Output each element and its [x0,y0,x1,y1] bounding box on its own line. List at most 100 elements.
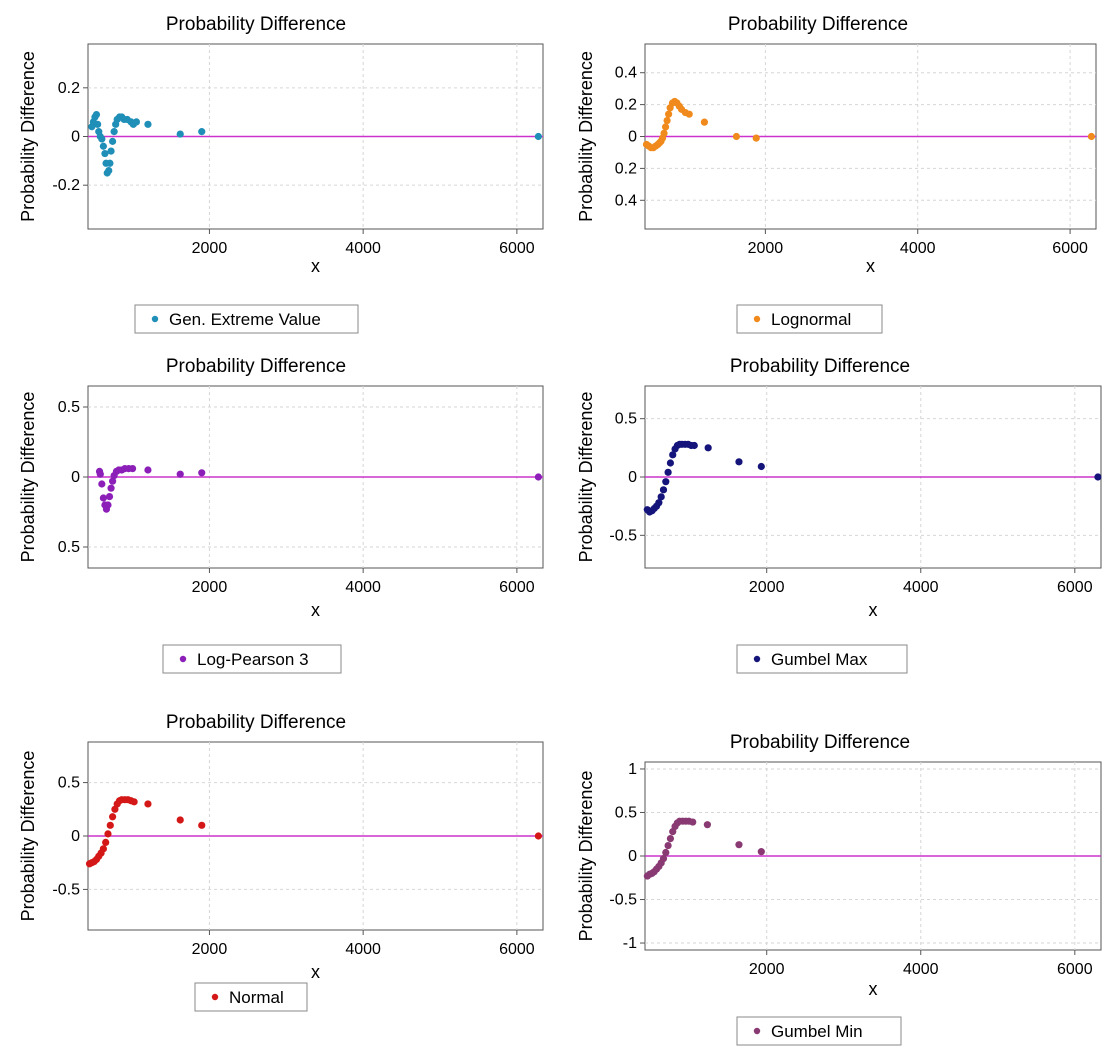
x-tick-label: 2000 [192,240,228,257]
legend-label: Gen. Extreme Value [169,310,321,329]
y-tick-label: 0.4 [615,192,637,209]
data-point [101,149,109,158]
x-tick-label: 6000 [499,579,535,596]
legend-label: Gumbel Min [771,1022,863,1041]
y-tick-label: 0 [71,828,80,845]
data-point [665,110,673,118]
data-point [659,486,668,494]
data-point [105,166,113,175]
chart-title: Probability Difference [730,356,910,377]
legend-marker [753,655,761,663]
legend-marker [179,655,187,663]
x-tick-label: 6000 [1052,240,1088,257]
data-point [662,848,670,857]
data-point [662,478,670,486]
y-tick-label: 0 [628,129,637,146]
y-tick-label: 0.2 [615,160,637,177]
data-point [666,834,675,843]
y-tick-label: -0.5 [52,881,80,898]
chart-panel-1: Probability Difference 0.2 0 -0.2 2000 4000 60… [18,14,544,334]
x-axis-label: x [866,256,875,276]
legend-label: Normal [229,988,284,1007]
data-point [657,493,665,501]
data-point [1087,132,1096,141]
data-point [663,116,671,125]
legend-box [736,1016,902,1046]
legend: Normal [194,982,308,1012]
data-point [752,134,760,142]
data-point [689,818,697,826]
legend-box [736,644,908,674]
legend-marker [753,315,761,323]
legend-label: Log-Pearson 3 [197,650,309,669]
y-axis-label: Probability Difference [18,392,38,563]
x-tick-label: 4000 [345,941,381,958]
y-tick-label: 0.2 [58,80,80,97]
data-point [659,855,668,863]
y-tick-label: -0.5 [609,527,637,544]
legend: Lognormal [736,304,883,334]
y-tick-label: -1 [623,935,637,952]
x-tick-label: 6000 [499,941,535,958]
data-point [105,493,114,501]
x-tick-label: 2000 [192,579,228,596]
x-tick-label: 2000 [748,240,784,257]
chart-title: Probability Difference [730,732,910,753]
legend-label: Lognormal [771,310,851,329]
data-point [106,821,114,829]
y-tick-label: 0 [71,469,80,486]
y-tick-label: 0 [628,469,637,486]
data-point [144,120,152,128]
data-point [104,830,112,838]
y-tick-label: 0.5 [58,539,80,556]
chart-title: Probability Difference [166,14,346,35]
legend: Gumbel Min [736,1016,902,1046]
data-point [110,128,118,136]
x-axis-label: x [311,256,320,276]
legend-box [162,644,342,674]
data-point [102,838,110,847]
data-point [107,484,115,492]
x-tick-label: 4000 [903,579,939,596]
y-tick-label: 0.2 [615,97,637,114]
data-point [130,798,138,806]
data-point [98,480,106,488]
data-point [108,477,117,485]
data-point [96,470,104,478]
chart-panel-2: Probability Difference 0.4 0.2 0 0.2 0.4 2000 4… [576,14,1097,334]
legend-box [736,304,883,334]
data-point [660,129,668,137]
legend-marker [753,1027,761,1035]
data-point [144,466,152,474]
legend: Gumbel Max [736,644,908,674]
x-tick-label: 4000 [903,961,939,978]
x-tick-label: 2000 [749,961,785,978]
data-point [704,444,712,452]
y-tick-label: -0.5 [609,892,637,909]
chart-panel-4: Probability Difference 0.5 0 -0.5 2000 4000 60… [576,356,1102,674]
y-axis-label: Probability Difference [576,51,596,222]
y-axis-label: Probability Difference [576,771,596,942]
chart-panel-5: Probability Difference 0.5 0 -0.5 2000 4000 60… [18,712,544,1012]
data-point [99,845,107,853]
chart-panel-6: Probability Difference 1 0.5 0 -0.5 -1 2000 400… [576,732,1102,1046]
data-point [176,816,184,824]
data-point [703,821,711,829]
data-point [732,132,741,141]
data-point [94,120,102,128]
data-point [655,499,663,507]
legend-box [134,304,359,334]
data-point [664,841,672,850]
y-tick-label: 0.5 [615,411,637,428]
data-point [661,123,670,131]
data-point [106,159,114,167]
chart-panel-3: Probability Difference 0.5 0 0.5 2000 4000 600… [18,356,544,674]
y-tick-label: 0.5 [58,399,80,416]
data-point [757,462,765,471]
data-point [1094,473,1102,481]
data-point [92,110,101,119]
data-point [108,813,117,821]
data-point [198,128,206,136]
x-axis-label: x [311,600,320,620]
